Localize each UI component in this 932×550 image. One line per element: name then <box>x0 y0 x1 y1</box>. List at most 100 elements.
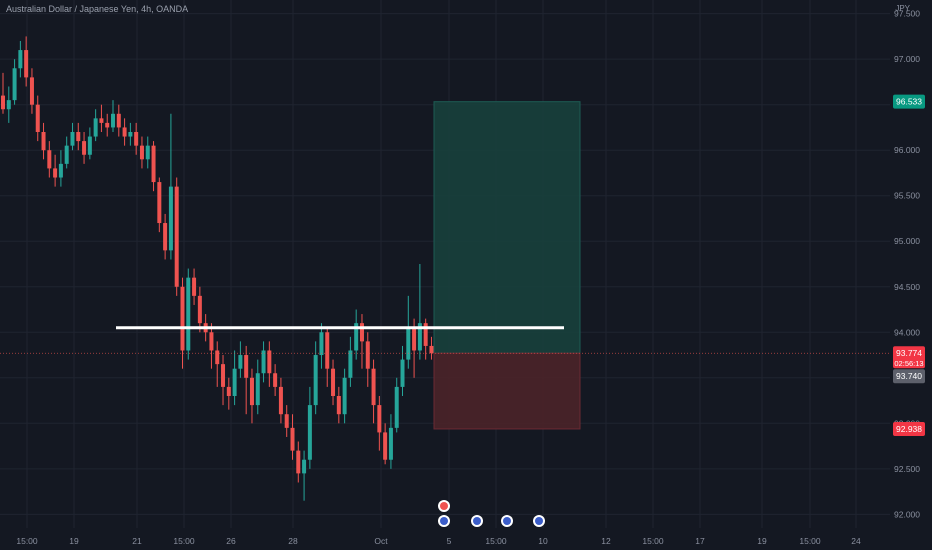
candle-body[interactable] <box>128 132 133 137</box>
candle-body[interactable] <box>284 414 289 428</box>
candle-body[interactable] <box>209 332 214 351</box>
y-tick-label: 97.000 <box>894 54 920 64</box>
candle-body[interactable] <box>354 323 359 351</box>
chart-title: Australian Dollar / Japanese Yen, 4h, OA… <box>6 4 189 14</box>
candle-body[interactable] <box>12 68 17 101</box>
y-tick-label: 96.000 <box>894 145 920 155</box>
candle-body[interactable] <box>273 373 278 387</box>
candle-body[interactable] <box>139 145 144 160</box>
current-price-text: 93.774 <box>896 348 922 358</box>
candle-body[interactable] <box>105 122 110 128</box>
candle-body[interactable] <box>174 186 179 287</box>
candle-body[interactable] <box>348 350 353 378</box>
x-tick-label: 15:00 <box>173 536 195 546</box>
candle-body[interactable] <box>87 136 92 155</box>
candle-body[interactable] <box>249 377 254 406</box>
candle-body[interactable] <box>302 459 307 474</box>
candle-body[interactable] <box>70 132 75 146</box>
candle-body[interactable] <box>290 427 295 451</box>
candle-body[interactable] <box>429 345 434 354</box>
candle-body[interactable] <box>163 223 168 251</box>
event-marker-dot-icon <box>440 502 448 510</box>
candle-body[interactable] <box>134 132 139 146</box>
candle-body[interactable] <box>406 327 411 360</box>
candle-body[interactable] <box>180 286 185 351</box>
x-tick-label: 15:00 <box>485 536 507 546</box>
event-marker-dot-icon <box>503 517 511 525</box>
candle-body[interactable] <box>383 432 388 460</box>
candle-body[interactable] <box>157 182 162 224</box>
candle-body[interactable] <box>41 132 46 151</box>
candle-body[interactable] <box>58 163 63 178</box>
candle-body[interactable] <box>197 295 202 324</box>
stop-zone[interactable] <box>433 352 581 430</box>
candle-body[interactable] <box>331 368 336 396</box>
candle-body[interactable] <box>307 405 312 460</box>
y-tick-label: 95.000 <box>894 236 920 246</box>
candle-body[interactable] <box>417 323 422 351</box>
candle-body[interactable] <box>192 277 197 296</box>
candle-body[interactable] <box>377 405 382 433</box>
candle-body[interactable] <box>6 100 11 110</box>
candle-body[interactable] <box>267 350 272 374</box>
candle-body[interactable] <box>93 118 98 137</box>
candle-body[interactable] <box>371 368 376 406</box>
candle-body[interactable] <box>319 332 324 356</box>
candle-body[interactable] <box>238 355 243 369</box>
candle-body[interactable] <box>168 186 173 251</box>
target-zone[interactable] <box>433 101 581 354</box>
target-price-label-box <box>893 94 925 109</box>
candle-body[interactable] <box>35 104 40 132</box>
candle-body[interactable] <box>400 359 405 387</box>
x-tick-label: 19 <box>757 536 767 546</box>
candle-body[interactable] <box>122 127 127 137</box>
candle-body[interactable] <box>116 113 121 128</box>
candle-body[interactable] <box>365 341 370 369</box>
candle-body[interactable] <box>232 368 237 396</box>
stop-price-label-box <box>893 421 925 436</box>
candle-body[interactable] <box>359 323 364 342</box>
event-marker-dot-icon <box>473 517 481 525</box>
x-tick-label: 5 <box>447 536 452 546</box>
candle-body[interactable] <box>99 118 104 123</box>
candle-body[interactable] <box>151 145 156 183</box>
candle-body[interactable] <box>18 50 23 69</box>
candle-body[interactable] <box>221 364 226 387</box>
candle-body[interactable] <box>82 141 87 155</box>
candle-body[interactable] <box>47 150 52 169</box>
candle-body[interactable] <box>255 373 260 406</box>
x-tick-label: 17 <box>695 536 705 546</box>
candle-body[interactable] <box>64 145 69 164</box>
candle-body[interactable] <box>394 386 399 428</box>
candle-body[interactable] <box>29 77 34 105</box>
candle-body[interactable] <box>244 355 249 378</box>
y-tick-label: 92.000 <box>894 509 920 519</box>
countdown-text: 02:56:13 <box>894 359 923 368</box>
candle-body[interactable] <box>423 323 428 346</box>
candle-body[interactable] <box>186 277 191 351</box>
prev-price-text: 93.740 <box>896 371 922 381</box>
x-tick-label: 19 <box>69 536 79 546</box>
candle-body[interactable] <box>296 450 301 474</box>
x-tick-label: 10 <box>538 536 548 546</box>
candle-body[interactable] <box>388 427 393 460</box>
x-tick-label: 24 <box>851 536 861 546</box>
candle-body[interactable] <box>53 168 58 178</box>
candle-body[interactable] <box>278 386 283 415</box>
candle-body[interactable] <box>24 50 29 78</box>
candle-body[interactable] <box>325 332 330 369</box>
candle-body[interactable] <box>313 355 318 406</box>
candle-body[interactable] <box>226 386 231 396</box>
candle-body[interactable] <box>336 396 341 415</box>
candle-body[interactable] <box>412 327 417 351</box>
candle-body[interactable] <box>145 145 150 160</box>
candle-body[interactable] <box>342 377 347 415</box>
candle-body[interactable] <box>1 95 5 110</box>
candle-body[interactable] <box>261 350 266 374</box>
x-tick-label: 15:00 <box>799 536 821 546</box>
candle-body[interactable] <box>215 350 220 365</box>
candle-body[interactable] <box>111 113 116 128</box>
candle-body[interactable] <box>76 132 81 142</box>
